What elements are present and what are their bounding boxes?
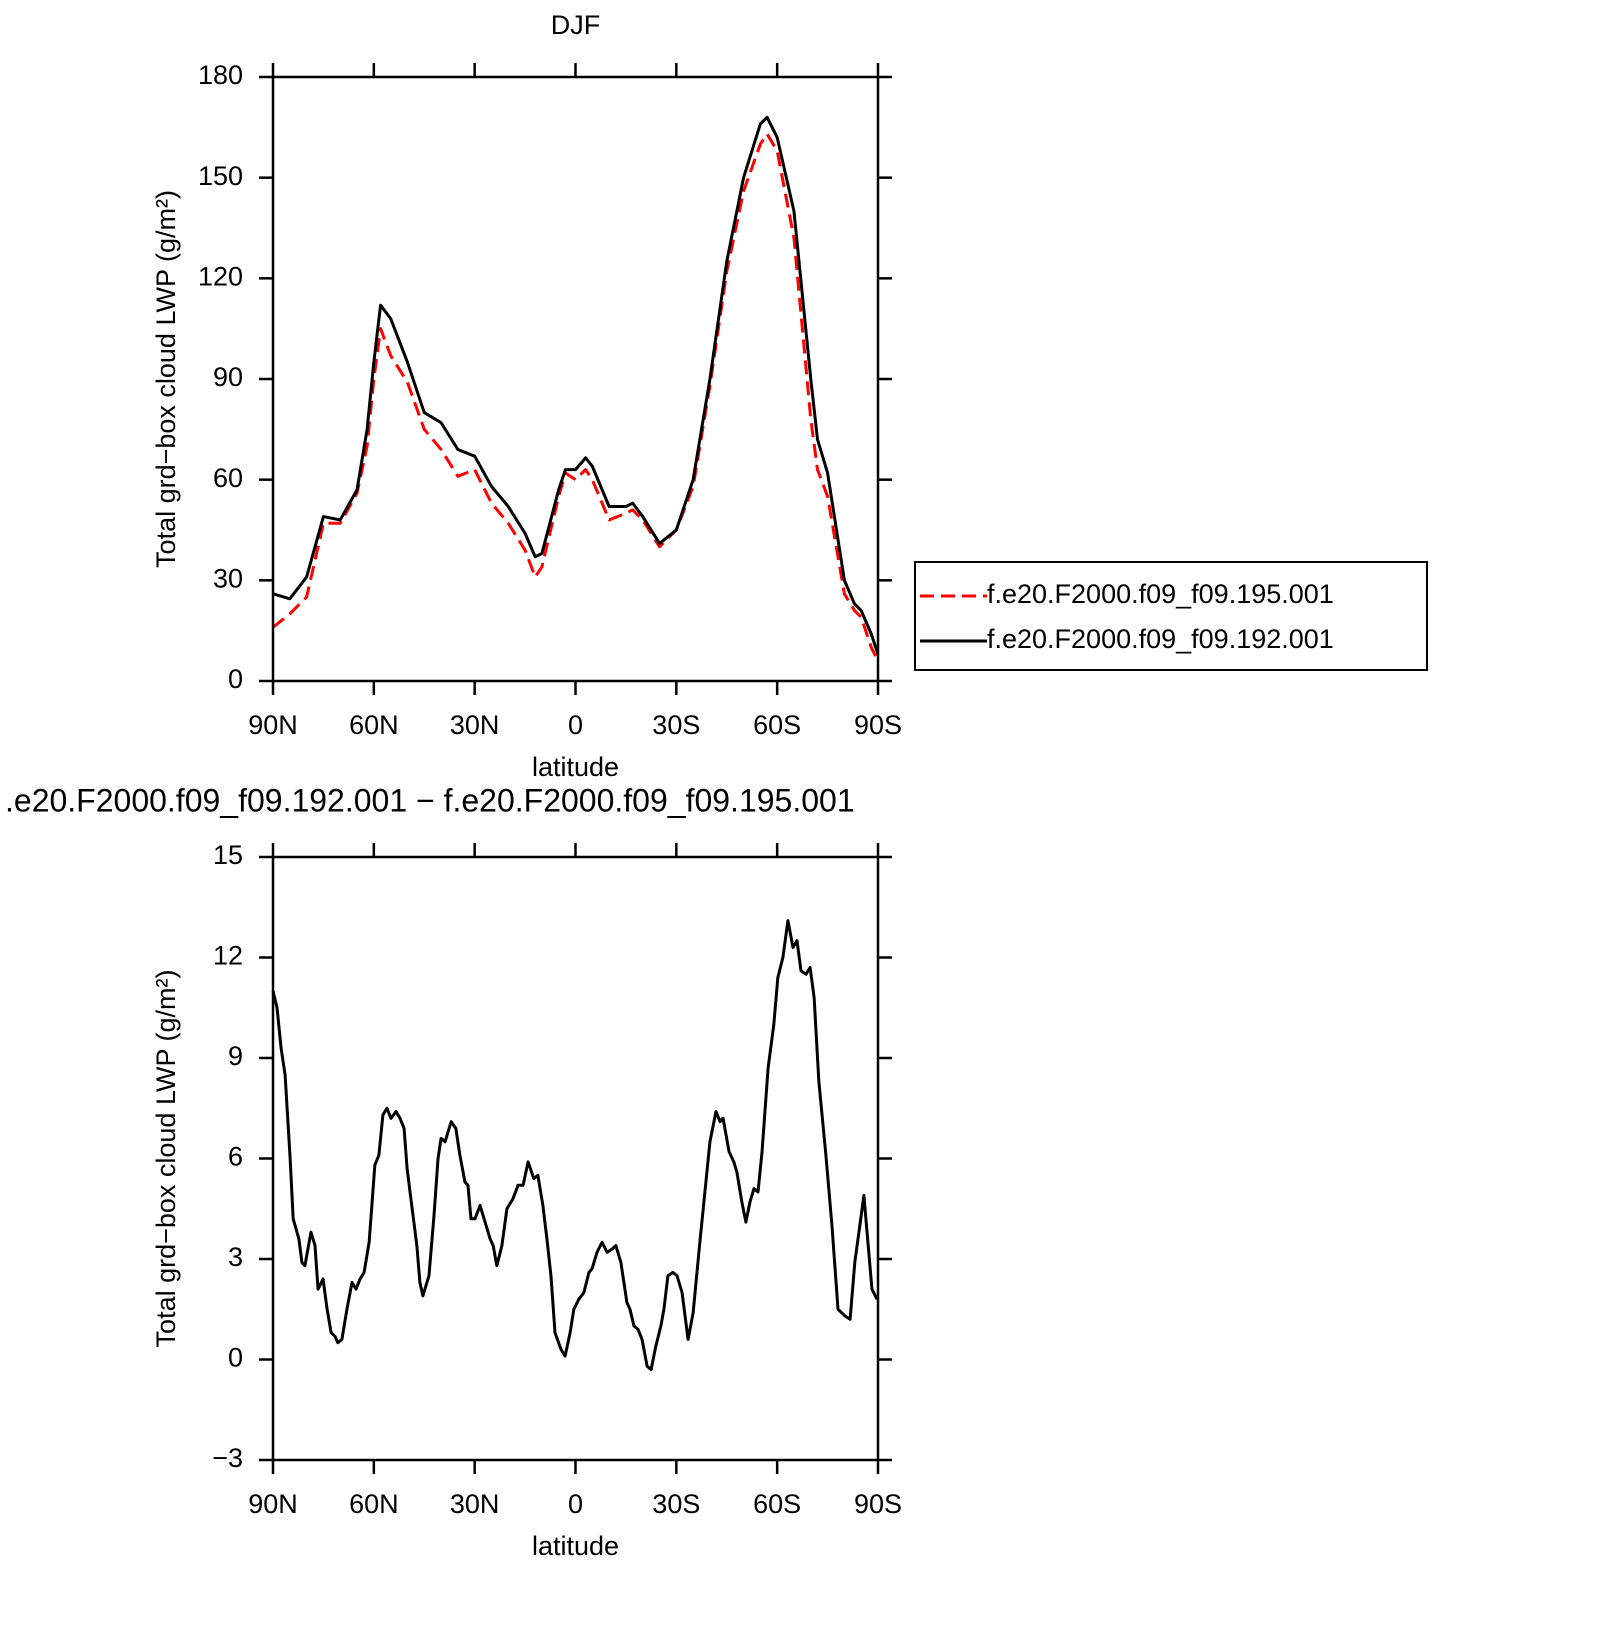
plot-frame: [271, 75, 880, 683]
legend-label: f.e20.F2000.f09_f09.192.001: [987, 624, 1334, 654]
legend-box: [914, 561, 1428, 671]
y-tick-label: 90: [213, 362, 243, 392]
data-line: [271, 919, 879, 1372]
x-tick-label: 90N: [248, 710, 298, 740]
x-axis-label: latitude: [532, 1531, 619, 1561]
x-axis-label: latitude: [532, 752, 619, 782]
y-axis-label: Total grd−box cloud LWP (g/m²): [151, 190, 181, 568]
y-tick-label: 6: [228, 1142, 243, 1172]
legend-label: f.e20.F2000.f09_f09.195.001: [987, 579, 1334, 609]
chart-title: .e20.F2000.f09_f09.192.001 − f.e20.F2000…: [5, 782, 855, 818]
y-tick-label: 15: [213, 840, 243, 870]
y-tick-label: 12: [213, 941, 243, 971]
x-tick-label: 60S: [753, 710, 801, 740]
x-tick-label: 30S: [652, 710, 700, 740]
data-line: [272, 115, 880, 655]
y-tick-label: 0: [228, 1343, 243, 1373]
x-tick-label: 0: [568, 710, 583, 740]
y-tick-label: 120: [198, 261, 243, 291]
y-tick-label: 3: [228, 1242, 243, 1272]
x-tick-label: 90S: [854, 1489, 902, 1519]
data-line: [272, 132, 880, 662]
y-tick-label: 60: [213, 463, 243, 493]
y-tick-label: 30: [213, 563, 243, 593]
y-tick-label: 150: [198, 161, 243, 191]
x-tick-label: 60S: [753, 1489, 801, 1519]
y-tick-label: 9: [228, 1041, 243, 1071]
x-tick-label: 0: [568, 1489, 583, 1519]
plot-frame: [271, 855, 880, 1462]
y-tick-label: 180: [198, 60, 243, 90]
y-tick-label: −3: [212, 1443, 243, 1473]
y-tick-label: 0: [228, 664, 243, 694]
x-tick-label: 30S: [652, 1489, 700, 1519]
x-tick-label: 30N: [450, 710, 500, 740]
y-axis-label: Total grd−box cloud LWP (g/m²): [151, 970, 181, 1348]
chart-title: DJF: [551, 10, 601, 40]
x-tick-label: 60N: [349, 710, 399, 740]
x-tick-label: 90N: [248, 1489, 298, 1519]
x-tick-label: 90S: [854, 710, 902, 740]
x-tick-label: 60N: [349, 1489, 399, 1519]
x-tick-label: 30N: [450, 1489, 500, 1519]
